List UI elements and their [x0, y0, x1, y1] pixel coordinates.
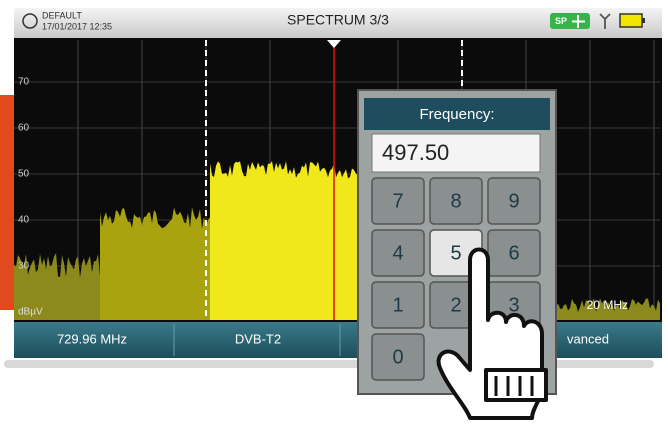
key-label: 7 [392, 190, 403, 212]
softkey-label[interactable]: 729.96 MHz [57, 331, 127, 346]
key-label: 8 [450, 190, 461, 212]
key-label: 4 [392, 242, 403, 264]
key-label: 1 [392, 294, 403, 316]
keypad-title: Frequency: [419, 106, 494, 123]
y-label: 60 [18, 123, 30, 134]
key-label: 6 [508, 242, 519, 264]
spectrum-band [210, 161, 360, 320]
key-label: 0 [392, 346, 403, 368]
y-label: 50 [18, 169, 30, 180]
battery-tip [642, 18, 645, 23]
spectrum-band [100, 207, 210, 320]
side-strip [0, 95, 14, 310]
softkey-label[interactable]: DVB-T2 [235, 331, 281, 346]
key-label: 9 [508, 190, 519, 212]
battery [620, 14, 642, 27]
key-label: 5 [450, 242, 461, 264]
datetime: 17/01/2017 12:35 [42, 21, 112, 31]
y-label: 30 [18, 261, 30, 272]
softkey-label[interactable]: vanced [567, 331, 609, 346]
profile: DEFAULT [42, 10, 82, 20]
span-label: 20 MHz [587, 298, 628, 312]
screenshot: DEFAULT 17/01/2017 12:35 SPECTRUM 3/3 SP… [0, 0, 668, 428]
key-label: 2 [450, 294, 461, 316]
y-label: 40 [18, 215, 30, 226]
badge: SP [555, 16, 567, 26]
y-label: 70 [18, 77, 30, 88]
screen-title: SPECTRUM 3/3 [287, 12, 389, 28]
entry-value: 497.50 [382, 140, 449, 165]
unit-label: dBµV [18, 307, 43, 318]
